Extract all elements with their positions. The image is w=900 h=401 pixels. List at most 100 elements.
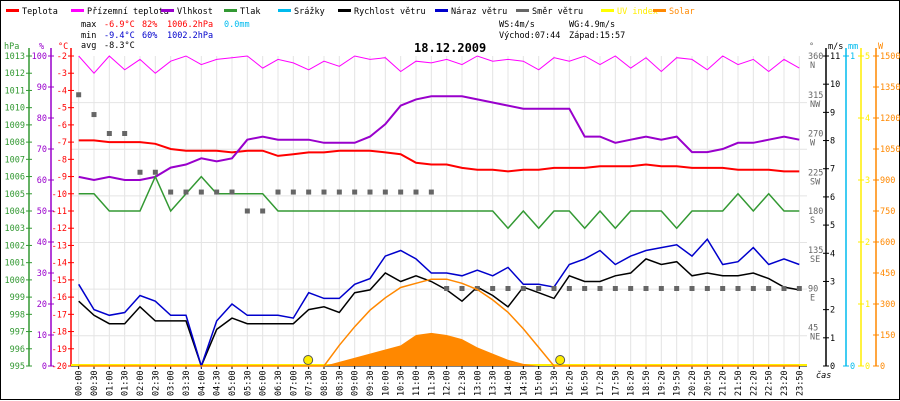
wind-direction-point <box>382 189 388 195</box>
x-tick-label: 11:00 <box>412 370 422 396</box>
axis-label-dir: 315 <box>808 91 823 101</box>
sun-marker-sunrise <box>303 355 314 365</box>
axis-label-temp: -12 <box>52 224 67 234</box>
wind-direction-point <box>551 286 557 291</box>
x-tick-label: 02:00 <box>136 370 146 396</box>
x-tick-label: 16:50 <box>581 370 591 396</box>
wind-direction-point <box>536 286 542 291</box>
axis-label-hum: 60 <box>37 176 47 186</box>
x-tick-label: 12:00 <box>443 370 453 396</box>
axis-label-temp: -5 <box>57 104 67 114</box>
wind-direction-point <box>321 189 327 195</box>
plot-area <box>76 55 802 369</box>
axis-label-temp: -7 <box>57 138 67 148</box>
axis-label-wind: 10 <box>830 80 840 90</box>
axis-label-solar: 1350 <box>880 83 900 93</box>
legend-swatch <box>71 9 84 12</box>
axis-label-temp: -15 <box>52 276 67 286</box>
wind-direction-point <box>244 208 250 214</box>
axis-label-hum: 70 <box>37 145 47 155</box>
axis-label-press: 1006 <box>5 173 25 183</box>
wind-direction-point <box>76 92 82 98</box>
wind-direction-point <box>566 286 572 291</box>
axis-label-temp: -18 <box>52 328 67 338</box>
axis-label-hum: 20 <box>37 300 47 310</box>
wind-direction-point <box>214 189 220 195</box>
x-tick-label: 08:30 <box>335 370 345 396</box>
axis-label-press: 1002 <box>5 241 25 251</box>
wind-direction-point <box>582 286 588 291</box>
axis-label-wind: 3 <box>830 277 835 287</box>
axis-unit-solar: W <box>878 42 884 52</box>
x-tick-label: 01:00 <box>105 370 115 396</box>
x-tick-label: 06:00 <box>259 370 269 396</box>
axis-label-dir: 225 <box>808 168 823 178</box>
wind-direction-point <box>106 131 112 136</box>
axis-label-press: 995 <box>10 362 25 372</box>
axis-label-solar: 750 <box>880 207 895 217</box>
wind-direction-point <box>674 286 680 291</box>
x-tick-label: 11:30 <box>427 370 437 396</box>
axis-label-temp: -8 <box>57 155 67 165</box>
x-tick-label: 14:00 <box>504 370 514 396</box>
axis-label-dir-name: E <box>810 294 815 304</box>
wind-direction-point <box>490 286 496 291</box>
axis-label-wind: 11 <box>830 52 840 62</box>
x-tick-label: 05:00 <box>228 370 238 396</box>
axis-label-dir: 180 <box>808 207 823 217</box>
axis-label-temp: -16 <box>52 293 67 303</box>
legend-swatch <box>338 9 351 12</box>
axis-label-press: 1011 <box>5 86 25 96</box>
x-tick-label: 03:30 <box>182 370 192 396</box>
x-tick-label: 06:30 <box>274 370 284 396</box>
axis-label-press: 998 <box>10 310 25 320</box>
axis-label-temp: -6 <box>57 121 67 131</box>
stats-sunrise: Východ:07:44 <box>499 31 560 41</box>
axis-label-temp: -13 <box>52 241 67 251</box>
x-tick-label: 02:30 <box>151 370 161 396</box>
x-tick-label: 19:20 <box>657 370 667 396</box>
axis-label-uv: 5 <box>865 52 870 62</box>
series-line-solar-max <box>78 278 800 367</box>
x-tick-label: 20:20 <box>688 370 698 396</box>
axis-label-hum: 0 <box>42 362 47 372</box>
axis-label-hum: 80 <box>37 114 47 124</box>
series-line-teplota <box>78 139 800 173</box>
axis-label-temp: -17 <box>52 310 67 320</box>
axis-label-solar: 0 <box>880 362 885 372</box>
x-tick-label: 07:30 <box>305 370 315 396</box>
axis-label-hum: 10 <box>37 331 47 341</box>
axis-label-dir-name: W <box>810 139 816 149</box>
x-tick-label: 09:30 <box>366 370 376 396</box>
legend-label: Tlak <box>240 7 260 17</box>
axis-label-press: 1005 <box>5 190 25 200</box>
wind-direction-point <box>704 286 710 291</box>
stats-ws: WS:4m/s <box>499 20 535 30</box>
x-tick-label: 19:50 <box>673 370 683 396</box>
axis-label-temp: -10 <box>52 190 67 200</box>
axis-label-temp: -14 <box>52 259 67 269</box>
wind-direction-point <box>352 189 358 195</box>
axis-label-hum: 50 <box>37 207 47 217</box>
wind-direction-point <box>444 286 450 291</box>
legend-swatch <box>435 9 448 12</box>
axis-label-solar: 1050 <box>880 145 900 155</box>
wind-direction-point <box>628 286 634 291</box>
x-tick-label: 12:30 <box>458 370 468 396</box>
stats-panel: max -6.9°C 82% 1006.2hPa 0.0mm min -9.4°… <box>81 20 625 51</box>
legend-label: Rychlost větru <box>354 7 426 17</box>
wind-direction-point <box>275 189 281 195</box>
axis-label-dir-name: NE <box>810 332 820 342</box>
wind-direction-point <box>750 286 756 291</box>
axis-label-hum: 90 <box>37 83 47 93</box>
x-tick-label: 05:30 <box>243 370 253 396</box>
axis-label-solar: 450 <box>880 269 895 279</box>
legend-label: UV index <box>617 7 658 17</box>
axis-label-solar: 300 <box>880 300 895 310</box>
legend-swatch <box>6 9 19 12</box>
axis-label-wind: 7 <box>830 165 835 175</box>
axis-label-dir-name: N <box>810 61 815 71</box>
axis-label-uv: 3 <box>865 176 870 186</box>
axis-label-temp: -20 <box>52 362 67 372</box>
x-tick-label: 09:00 <box>351 370 361 396</box>
